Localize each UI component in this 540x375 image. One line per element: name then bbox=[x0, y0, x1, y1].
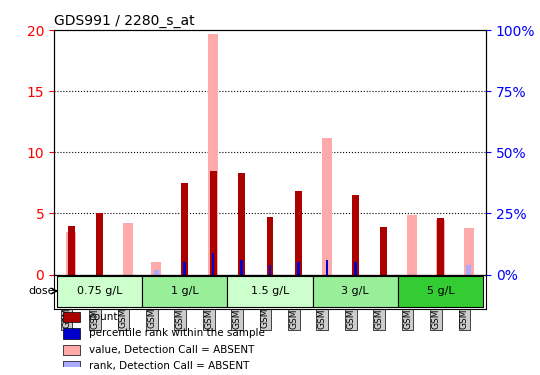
Bar bbox=[63, 345, 80, 355]
Bar bbox=[63, 328, 80, 339]
Text: GSM34758: GSM34758 bbox=[403, 279, 412, 328]
Bar bbox=[69, 264, 73, 274]
Text: GSM34753: GSM34753 bbox=[91, 279, 99, 328]
Bar bbox=[210, 171, 217, 274]
Text: GDS991 / 2280_s_at: GDS991 / 2280_s_at bbox=[54, 13, 194, 28]
Text: GSM34752: GSM34752 bbox=[62, 279, 71, 328]
Text: GSM34766: GSM34766 bbox=[204, 279, 213, 328]
Text: 1 g/L: 1 g/L bbox=[171, 286, 199, 296]
Bar bbox=[184, 262, 186, 274]
Bar bbox=[208, 34, 218, 274]
Bar bbox=[352, 195, 359, 274]
Bar bbox=[380, 227, 387, 274]
Text: GSM34764: GSM34764 bbox=[147, 279, 156, 328]
Bar bbox=[238, 173, 245, 274]
Text: GSM34762: GSM34762 bbox=[261, 279, 270, 328]
Text: count: count bbox=[89, 312, 118, 322]
Bar bbox=[151, 262, 161, 274]
Text: rank, Detection Call = ABSENT: rank, Detection Call = ABSENT bbox=[89, 362, 249, 371]
Bar bbox=[240, 260, 243, 274]
Bar bbox=[295, 191, 302, 274]
Text: GSM34760: GSM34760 bbox=[460, 279, 469, 328]
Text: GSM34756: GSM34756 bbox=[346, 279, 355, 328]
Text: percentile rank within the sample: percentile rank within the sample bbox=[89, 328, 265, 339]
Bar bbox=[96, 213, 103, 274]
Text: 0.75 g/L: 0.75 g/L bbox=[77, 286, 122, 296]
Bar bbox=[212, 252, 214, 274]
Text: GSM34755: GSM34755 bbox=[318, 279, 327, 328]
Text: 1.5 g/L: 1.5 g/L bbox=[251, 286, 289, 296]
Bar bbox=[66, 232, 76, 274]
Bar bbox=[322, 138, 332, 274]
Bar bbox=[438, 264, 443, 274]
Bar bbox=[63, 312, 80, 322]
Text: 3 g/L: 3 g/L bbox=[341, 286, 369, 296]
Bar bbox=[464, 228, 474, 274]
Bar bbox=[68, 226, 75, 274]
FancyBboxPatch shape bbox=[398, 276, 483, 307]
Bar bbox=[407, 214, 417, 274]
Bar bbox=[436, 219, 446, 274]
FancyBboxPatch shape bbox=[313, 276, 398, 307]
Text: dose: dose bbox=[28, 286, 55, 296]
Bar bbox=[326, 260, 328, 274]
Bar bbox=[354, 262, 356, 274]
Text: GSM34761: GSM34761 bbox=[233, 279, 241, 328]
Bar bbox=[63, 361, 80, 372]
Bar bbox=[269, 264, 271, 274]
Text: value, Detection Call = ABSENT: value, Detection Call = ABSENT bbox=[89, 345, 254, 355]
Text: GSM34757: GSM34757 bbox=[375, 279, 384, 328]
Bar bbox=[437, 218, 444, 274]
Text: 5 g/L: 5 g/L bbox=[427, 286, 454, 296]
Bar bbox=[154, 270, 159, 274]
Text: GSM34763: GSM34763 bbox=[289, 279, 299, 328]
Text: GSM34754: GSM34754 bbox=[119, 279, 128, 328]
Bar bbox=[467, 265, 471, 274]
Bar bbox=[297, 262, 300, 274]
FancyBboxPatch shape bbox=[142, 276, 227, 307]
Text: GSM34765: GSM34765 bbox=[176, 279, 185, 328]
FancyBboxPatch shape bbox=[227, 276, 313, 307]
Text: GSM34759: GSM34759 bbox=[431, 279, 441, 328]
Bar bbox=[181, 183, 188, 274]
Bar bbox=[123, 223, 133, 274]
FancyBboxPatch shape bbox=[57, 276, 142, 307]
Bar bbox=[267, 217, 273, 274]
